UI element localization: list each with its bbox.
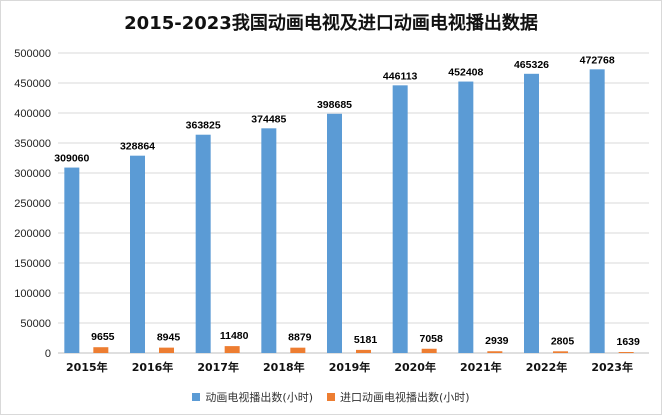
bar-imported-hours [356,349,371,353]
y-tick-label: 0 [45,348,51,360]
y-tick-label: 250000 [14,198,51,210]
x-category-label: 2016年 [132,360,174,374]
data-label-broadcast-hours: 374485 [251,113,286,125]
data-label-imported-hours: 2805 [551,335,575,347]
data-label-imported-hours: 7058 [419,333,443,345]
bar-broadcast-hours [327,113,342,353]
legend-item-broadcast-hours: 动画电视播出数(小时) [192,389,313,405]
data-label-imported-hours: 8945 [157,332,181,344]
x-category-label: 2018年 [263,360,305,374]
x-category-label: 2015年 [66,360,108,374]
data-label-broadcast-hours: 363825 [186,120,221,132]
x-category-label: 2021年 [460,360,502,374]
legend-swatch-blue [192,393,201,401]
data-label-imported-hours: 1639 [616,336,640,348]
data-label-broadcast-hours: 398685 [317,99,352,111]
y-tick-label: 350000 [14,138,51,150]
bar-imported-hours [290,347,306,353]
legend-label-imported-hours: 进口动画电视播出数(小时) [340,391,470,404]
bar-broadcast-hours [392,85,408,353]
bar-imported-hours [487,351,503,353]
data-label-imported-hours: 5181 [354,334,378,346]
chart-title: 2015-2023我国动画电视及进口动画电视播出数据 [124,13,538,34]
y-tick-label: 400000 [14,108,51,120]
legend-swatch-orange [327,393,335,401]
x-category-label: 2020年 [394,360,436,374]
y-tick-label: 500000 [14,48,51,60]
bar-broadcast-hours [261,128,277,353]
bar-imported-hours [224,346,240,353]
data-label-broadcast-hours: 452408 [448,67,483,79]
bar-imported-hours [93,347,109,353]
bar-broadcast-hours [589,69,605,353]
legend: 动画电视播出数(小时) 进口动画电视播出数(小时) [1,389,661,405]
legend-item-imported-hours: 进口动画电视播出数(小时) [327,389,470,405]
data-label-broadcast-hours: 309060 [54,153,89,165]
y-tick-label: 50000 [20,318,51,330]
y-tick-label: 150000 [14,258,51,270]
data-label-imported-hours: 9655 [91,331,115,343]
y-tick-label: 300000 [14,168,51,180]
data-label-broadcast-hours: 465326 [514,59,549,71]
bar-broadcast-hours [130,155,145,353]
bar-imported-hours [159,347,174,353]
bar-imported-hours [553,351,568,353]
bar-imported-hours [421,348,437,353]
data-label-broadcast-hours: 472768 [580,54,615,66]
data-label-imported-hours: 11480 [220,330,249,342]
x-category-label: 2017年 [197,360,239,374]
x-category-label: 2019年 [329,360,371,374]
x-category-label: 2022年 [526,360,568,374]
legend-label-broadcast-hours: 动画电视播出数(小时) [205,391,313,404]
bar-imported-hours [618,352,634,353]
data-label-broadcast-hours: 446113 [383,70,418,82]
y-tick-label: 450000 [14,78,51,90]
data-label-broadcast-hours: 328864 [120,141,155,153]
bar-broadcast-hours [195,134,211,353]
bar-broadcast-hours [458,81,474,353]
y-tick-label: 200000 [14,228,51,240]
data-label-imported-hours: 2939 [485,335,509,347]
bar-broadcast-hours [64,167,80,353]
x-category-label: 2023年 [591,360,633,374]
bar-broadcast-hours [524,73,539,354]
y-tick-label: 100000 [14,288,51,300]
data-label-imported-hours: 8879 [288,332,312,344]
